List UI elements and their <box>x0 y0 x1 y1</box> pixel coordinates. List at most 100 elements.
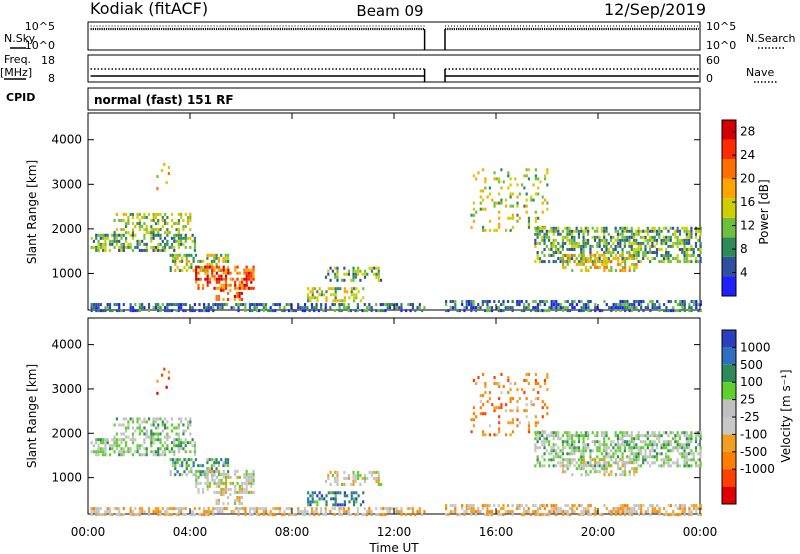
velocity-cell <box>463 513 466 517</box>
power-cell <box>594 303 597 307</box>
power-cell <box>206 262 209 266</box>
power-cell <box>685 250 688 254</box>
velocity-cell <box>212 510 215 514</box>
power-cell <box>624 306 627 310</box>
power-cell <box>591 262 595 266</box>
power-cell <box>169 253 172 257</box>
power-cell <box>122 218 125 222</box>
velocity-cell <box>106 438 109 442</box>
velocity-cell <box>699 464 702 468</box>
velocity-cell <box>297 510 300 514</box>
velocity-cell <box>683 507 686 511</box>
power-cell <box>497 306 500 310</box>
power-cell <box>226 253 230 257</box>
velocity-cell <box>122 438 125 442</box>
power-cell <box>523 303 526 307</box>
power-cell <box>685 247 688 251</box>
velocity-cell <box>470 504 473 508</box>
velocity-cell <box>176 461 179 465</box>
power-cell <box>527 168 531 172</box>
velocity-cell <box>180 447 183 451</box>
power-cell <box>676 303 679 307</box>
velocity-cell <box>665 443 668 447</box>
power-cell <box>222 277 225 281</box>
velocity-cell <box>324 507 327 511</box>
velocity-cell <box>582 440 585 444</box>
power-cell <box>375 266 378 270</box>
velocity-cell <box>356 510 359 514</box>
velocity-cell <box>537 421 540 425</box>
velocity-cell <box>493 376 496 380</box>
velocity-cell <box>493 409 496 413</box>
power-cell <box>166 239 169 243</box>
power-cell <box>561 238 564 242</box>
velocity-cell <box>239 507 242 511</box>
power-cell <box>189 245 192 249</box>
power-cell <box>690 309 693 313</box>
power-cell <box>676 226 679 230</box>
velocity-cell <box>217 502 220 506</box>
power-cell <box>159 306 162 310</box>
velocity-cell <box>662 440 665 444</box>
power-cell <box>538 232 542 236</box>
power-cell <box>550 306 553 310</box>
power-cell <box>612 256 615 260</box>
power-cell <box>311 296 314 300</box>
power-cell <box>206 277 209 281</box>
power-cell <box>177 242 180 246</box>
power-cell <box>206 271 209 275</box>
velocity-cell <box>336 476 339 480</box>
velocity-cell <box>516 400 519 404</box>
power-cell <box>589 259 592 263</box>
power-cell <box>653 235 656 239</box>
power-cell <box>343 303 346 307</box>
power-cell <box>470 309 473 313</box>
power-cell <box>208 265 212 269</box>
velocity-cell <box>404 513 408 517</box>
power-cell <box>630 262 634 266</box>
velocity-cell <box>152 438 155 442</box>
power-cell <box>252 286 255 290</box>
power-cell <box>303 306 307 310</box>
power-cell <box>605 247 608 251</box>
power-cell <box>329 306 332 310</box>
velocity-cell <box>143 417 146 421</box>
power-cell <box>329 287 333 291</box>
power-cell <box>527 306 530 310</box>
velocity-cell <box>663 507 666 511</box>
power-colorbar-tick-label: 16 <box>740 195 755 209</box>
velocity-cell <box>159 513 162 517</box>
velocity-cell <box>605 507 608 511</box>
velocity-cell <box>104 450 107 454</box>
power-cell <box>642 309 645 313</box>
power-cell <box>290 303 293 307</box>
velocity-cell <box>178 473 181 477</box>
power-cell <box>352 296 356 300</box>
power-cell <box>213 268 216 272</box>
velocity-cell <box>90 507 93 511</box>
power-cell <box>552 300 556 304</box>
power-cell <box>667 250 670 254</box>
velocity-cell <box>95 507 98 511</box>
power-cell <box>247 286 251 290</box>
power-cell <box>635 250 638 254</box>
velocity-cell <box>685 452 688 456</box>
velocity-cell <box>539 504 542 508</box>
velocity-cell <box>309 503 312 507</box>
velocity-cell <box>208 467 211 471</box>
power-cell <box>635 247 638 251</box>
velocity-cell <box>532 403 535 407</box>
power-cell <box>185 262 188 266</box>
velocity-cell <box>201 472 205 476</box>
velocity-cell <box>113 450 116 454</box>
power-cell <box>306 306 309 310</box>
velocity-cell <box>150 432 153 436</box>
velocity-cell <box>479 394 482 398</box>
power-cell <box>224 253 227 257</box>
velocity-cell <box>157 438 160 442</box>
velocity-colorbar-tick-label: -25 <box>740 410 760 424</box>
power-cell <box>640 300 643 304</box>
power-cell <box>635 241 638 245</box>
power-cell <box>516 300 519 304</box>
power-cell <box>377 275 380 279</box>
